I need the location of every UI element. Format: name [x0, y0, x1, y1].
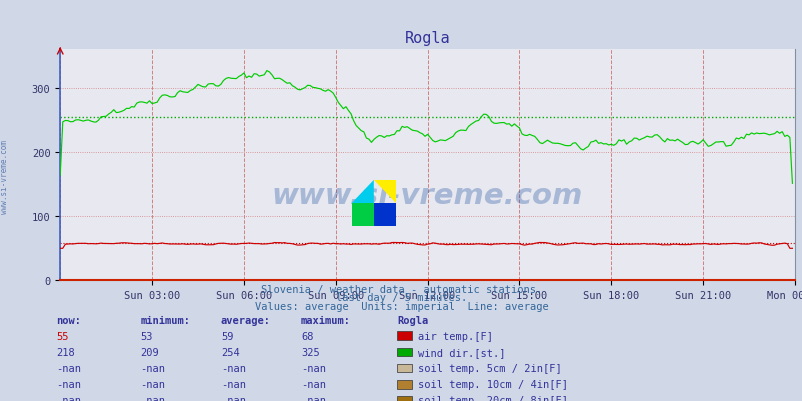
Text: now:: now: [56, 315, 81, 325]
Text: Rogla: Rogla [397, 315, 428, 325]
Polygon shape [373, 180, 395, 203]
Text: soil temp. 20cm / 8in[F]: soil temp. 20cm / 8in[F] [418, 395, 568, 401]
Text: -nan: -nan [301, 363, 326, 373]
Text: 218: 218 [56, 347, 75, 357]
Text: 68: 68 [301, 331, 314, 341]
Text: Slovenia / weather data - automatic stations.: Slovenia / weather data - automatic stat… [261, 284, 541, 294]
Text: -nan: -nan [221, 379, 245, 389]
Text: 53: 53 [140, 331, 153, 341]
Text: 55: 55 [56, 331, 69, 341]
Text: www.si-vreme.com: www.si-vreme.com [272, 181, 582, 209]
Text: -nan: -nan [56, 379, 81, 389]
Text: -nan: -nan [221, 363, 245, 373]
Text: soil temp. 5cm / 2in[F]: soil temp. 5cm / 2in[F] [418, 363, 561, 373]
Text: -nan: -nan [221, 395, 245, 401]
Text: maximum:: maximum: [301, 315, 350, 325]
Text: -nan: -nan [56, 363, 81, 373]
Text: 209: 209 [140, 347, 159, 357]
Text: -nan: -nan [301, 395, 326, 401]
Text: soil temp. 10cm / 4in[F]: soil temp. 10cm / 4in[F] [418, 379, 568, 389]
Text: last day / 5 minutes.: last day / 5 minutes. [335, 293, 467, 303]
Text: -nan: -nan [56, 395, 81, 401]
Text: -nan: -nan [140, 379, 165, 389]
Title: Rogla: Rogla [404, 31, 450, 46]
Text: average:: average: [221, 315, 270, 325]
Polygon shape [373, 203, 395, 227]
Polygon shape [351, 203, 373, 227]
Text: 254: 254 [221, 347, 239, 357]
Text: -nan: -nan [140, 395, 165, 401]
Text: Values: average  Units: imperial  Line: average: Values: average Units: imperial Line: av… [254, 302, 548, 312]
Text: minimum:: minimum: [140, 315, 190, 325]
Text: 59: 59 [221, 331, 233, 341]
Text: -nan: -nan [140, 363, 165, 373]
Text: www.si-vreme.com: www.si-vreme.com [0, 140, 10, 213]
Text: -nan: -nan [301, 379, 326, 389]
Text: wind dir.[st.]: wind dir.[st.] [418, 347, 505, 357]
Text: 325: 325 [301, 347, 319, 357]
Polygon shape [351, 180, 373, 203]
Text: air temp.[F]: air temp.[F] [418, 331, 492, 341]
